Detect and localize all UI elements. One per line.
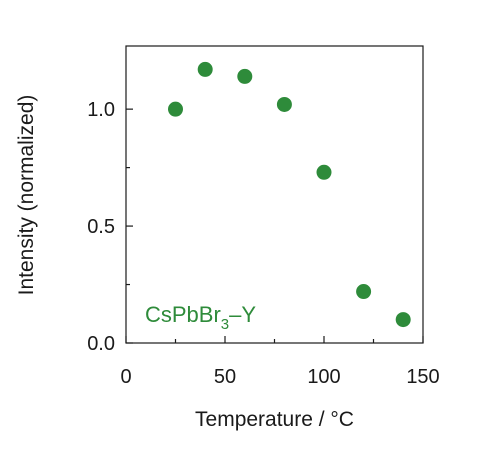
x-tick-label: 50 (214, 366, 236, 388)
x-axis-label: Temperature / °C (195, 408, 354, 431)
y-axis: 0.0 0.5 1.0 (87, 99, 133, 355)
y-tick-label: 0.0 (87, 333, 115, 355)
x-tick-label: 100 (307, 366, 340, 388)
annotation-suffix: –Y (229, 302, 256, 327)
x-axis: 0 50 100 150 (120, 336, 440, 388)
series-annotation: CsPbBr3–Y (145, 302, 256, 333)
x-tick-label: 0 (120, 366, 131, 388)
y-axis-label: Intensity (normalized) (15, 95, 38, 296)
data-point (237, 68, 253, 84)
data-point (168, 101, 183, 117)
x-tick-label: 150 (406, 366, 439, 388)
annotation-base: CsPbBr (145, 302, 221, 327)
data-series (168, 61, 411, 328)
data-point (197, 61, 213, 77)
y-tick-label: 1.0 (87, 99, 115, 121)
data-point (316, 164, 332, 180)
data-point (395, 312, 411, 328)
y-tick-label: 0.5 (87, 216, 115, 238)
plot-frame (125, 45, 424, 344)
data-point (276, 96, 292, 112)
annotation-subscript: 3 (221, 316, 229, 333)
data-point (356, 284, 372, 300)
